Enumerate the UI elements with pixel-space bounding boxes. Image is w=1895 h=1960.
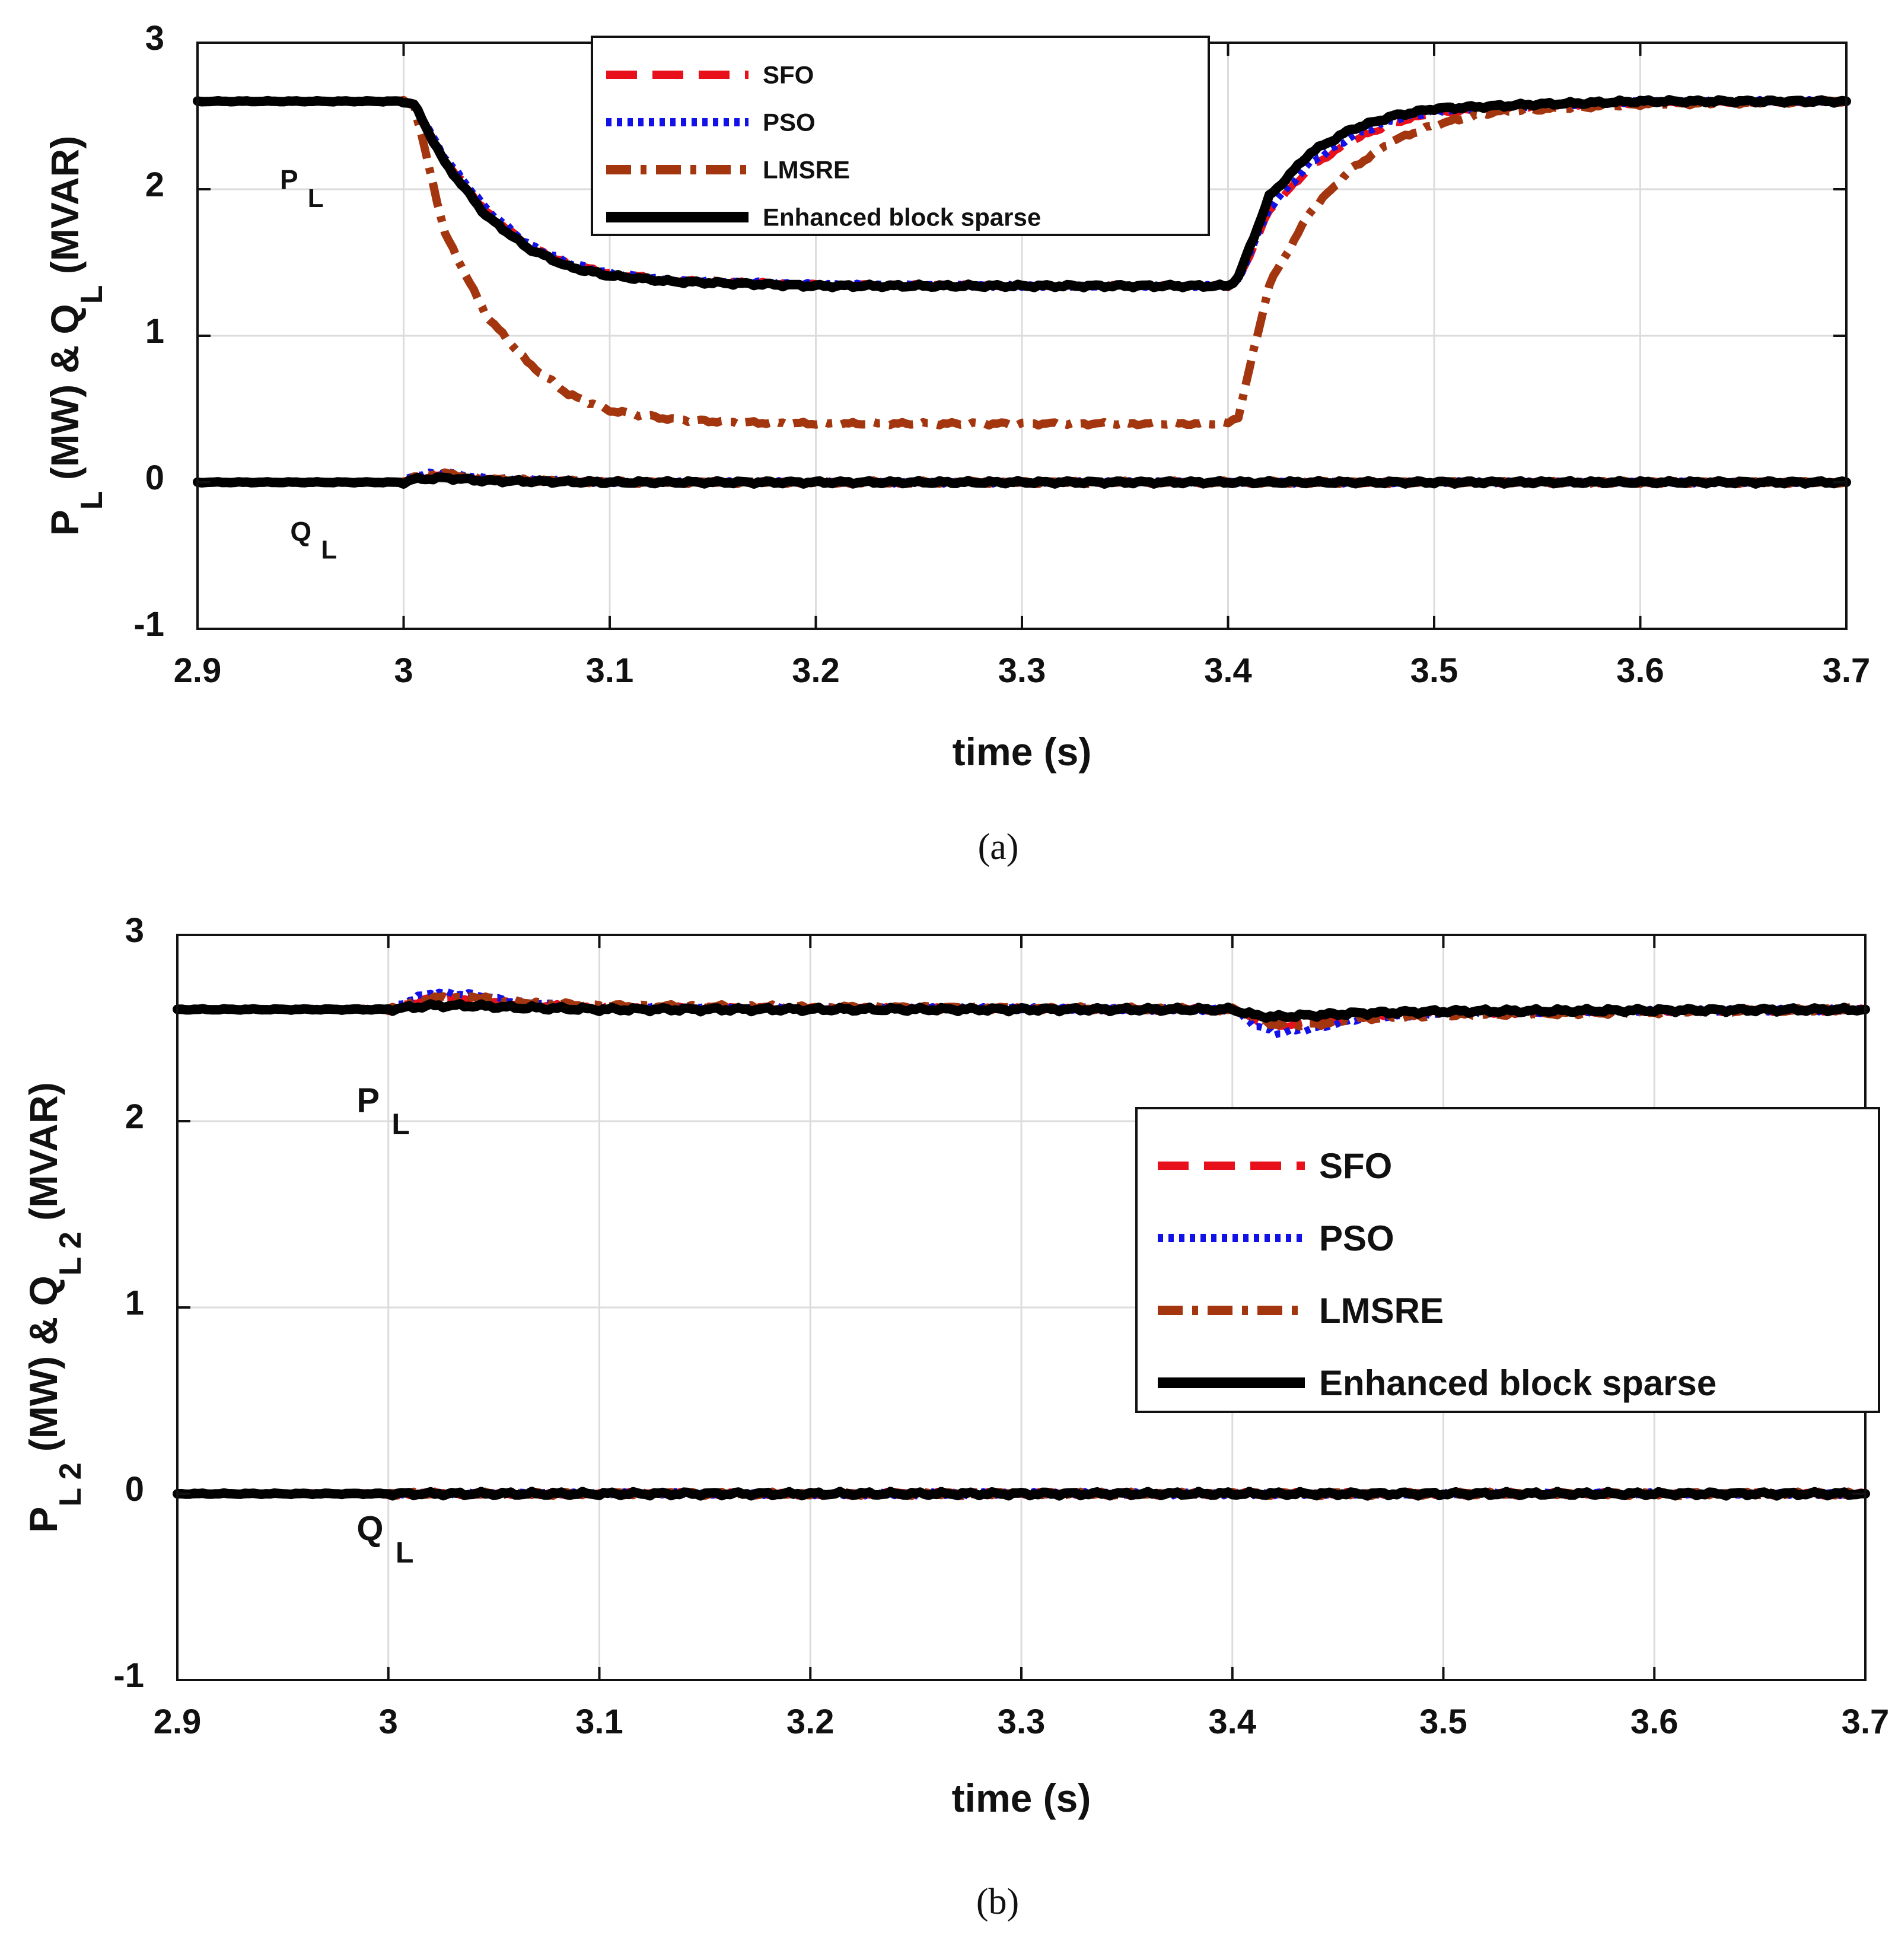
- annotation-label: PL: [280, 164, 324, 213]
- y-axis-label-part: P: [43, 510, 87, 536]
- legend: SFO PSO LMSRE Enhanced block sparse: [1135, 1107, 1880, 1413]
- x-tick-label: 3.4: [1204, 651, 1252, 690]
- legend-label: SFO: [1319, 1146, 1392, 1186]
- series-line-lmsre-p_l: [197, 96, 1848, 430]
- x-tick-label: 3.7: [1842, 1703, 1890, 1741]
- annotation-label: PL: [356, 1081, 410, 1141]
- annotation-label: QL: [356, 1510, 413, 1570]
- legend: SFO PSO LMSRE Enhanced block sparse: [591, 36, 1210, 236]
- y-axis-label: PL 2​ (MW) & QL 2​ (MVAR): [21, 1082, 88, 1532]
- x-tick-label: 3.5: [1410, 651, 1458, 690]
- x-tick-label: 3.3: [998, 651, 1046, 690]
- chart-b: 2.9 3 3.1 3.2 3.3 3.4 3.5 3.6 3.7 -1 0 1 2 3 time (s) P…: [21, 911, 1889, 1922]
- y-tick-label: 0: [125, 1470, 144, 1509]
- x-tick-label: 3.6: [1616, 651, 1664, 690]
- y-tick-label: -1: [113, 1656, 144, 1695]
- legend-label: LMSRE: [763, 156, 850, 184]
- y-tick-label: 1: [145, 312, 164, 351]
- x-tick-label: 3.1: [586, 651, 634, 690]
- y-tick-label: 3: [125, 911, 144, 950]
- y-tick-label: 2: [125, 1097, 144, 1136]
- legend-label: Enhanced block sparse: [1319, 1363, 1716, 1403]
- legend-box: [1135, 1107, 1880, 1413]
- chart-a: 2.9 3 3.1 3.2 3.3 3.4 3.5 3.6 3.7 -1 0 1 2 3 time (s) P…: [43, 19, 1870, 867]
- y-axis-label-part: (MW) & Q: [21, 1275, 65, 1462]
- figure-caption: (a): [978, 827, 1019, 867]
- y-axis-label-part: (MVAR): [43, 136, 87, 285]
- figure-caption: (b): [976, 1882, 1019, 1922]
- y-axis-label-part: L 2: [53, 1462, 88, 1506]
- x-tick-label: 3: [379, 1703, 398, 1741]
- x-tick-label: 3.7: [1823, 651, 1871, 690]
- x-tick-label: 2.9: [174, 651, 222, 690]
- x-axis-label: time (s): [953, 730, 1092, 774]
- x-tick-label: 3.5: [1419, 1703, 1467, 1741]
- x-tick-label: 3.3: [998, 1703, 1046, 1741]
- y-axis-label-part: L: [75, 491, 109, 510]
- y-tick-label: 2: [145, 166, 164, 204]
- y-tick-label: 1: [125, 1284, 144, 1322]
- x-tick-label: 2.9: [154, 1703, 202, 1741]
- y-axis-label-part: (MVAR): [21, 1082, 65, 1232]
- series-line-enhanced-block-sparse-p_l2: [173, 999, 1870, 1023]
- series-line-enhanced-block-sparse-q_l: [193, 472, 1851, 489]
- annotation-label: QL: [290, 516, 337, 565]
- y-axis-label: PL​ (MW) & QL​ (MVAR): [43, 136, 109, 536]
- x-tick-label: 3.1: [575, 1703, 623, 1741]
- legend-label: PSO: [763, 109, 816, 136]
- y-axis-label-part: P: [21, 1507, 65, 1533]
- series-line-enhanced-block-sparse-q_l2: [173, 1487, 1870, 1501]
- y-axis-label-part: (MW) & Q: [43, 304, 87, 491]
- y-axis-label-part: L: [75, 285, 109, 304]
- x-tick-label: 3.2: [792, 651, 840, 690]
- legend-label: LMSRE: [1319, 1291, 1444, 1331]
- legend-box: [591, 36, 1210, 236]
- legend-label: Enhanced block sparse: [763, 203, 1041, 231]
- legend-label: PSO: [1319, 1218, 1394, 1258]
- y-tick-label: 3: [145, 19, 164, 58]
- x-tick-label: 3: [394, 651, 413, 690]
- x-axis-label: time (s): [952, 1776, 1091, 1820]
- y-axis-label-part: L 2: [53, 1232, 88, 1275]
- x-tick-label: 3.4: [1208, 1703, 1256, 1741]
- x-tick-label: 3.2: [786, 1703, 835, 1741]
- x-tick-label: 3.6: [1630, 1703, 1679, 1741]
- legend-label: SFO: [763, 61, 814, 89]
- series-line-enhanced-block-sparse-p_l: [193, 95, 1851, 292]
- y-tick-label: -1: [133, 605, 164, 644]
- y-tick-label: 0: [145, 459, 164, 497]
